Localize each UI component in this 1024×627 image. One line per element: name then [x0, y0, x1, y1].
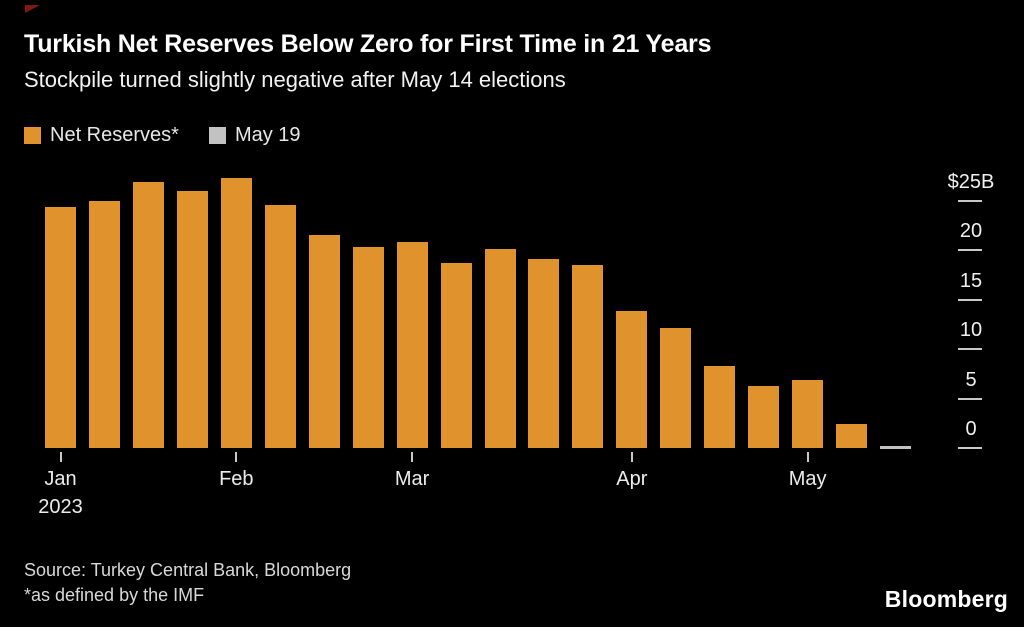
- legend-swatch-icon-0: [24, 127, 41, 144]
- x-tick-line-2: [411, 452, 414, 462]
- x-tick-sublabel-0: 2023: [38, 496, 83, 518]
- y-tick-label-4: 5: [965, 368, 977, 391]
- x-tick-label-2: Mar: [394, 468, 430, 490]
- footnote-line: *as defined by the IMF: [24, 585, 205, 605]
- bar-4: [220, 178, 252, 448]
- bar-1: [88, 201, 120, 448]
- legend-entry-0: Net Reserves*: [24, 124, 179, 147]
- bar-8: [396, 241, 428, 448]
- y-tick-line-3: [958, 348, 982, 351]
- y-tick-line-2: [958, 298, 982, 301]
- legend-entry-1: May 19: [208, 124, 301, 147]
- bar-9: [440, 263, 472, 448]
- bar-2: [132, 182, 164, 448]
- chart-title: Turkish Net Reserves Below Zero for Firs…: [24, 30, 712, 58]
- bar-11: [528, 259, 560, 448]
- bar-17: [792, 379, 824, 448]
- bar-18: [836, 424, 868, 448]
- y-tick-line-0: [958, 200, 982, 202]
- y-tick-line-4: [958, 397, 982, 400]
- legend-swatch-icon-1: [208, 127, 226, 144]
- bar-19: [880, 446, 912, 449]
- legend-label-1: May 19: [234, 124, 301, 146]
- x-tick-label-4: May: [788, 468, 827, 490]
- footer: Source: Turkey Central Bank, Bloomberg *…: [24, 558, 351, 608]
- x-tick-line-3: [630, 452, 633, 462]
- y-tick-label-5: 0: [965, 418, 977, 440]
- x-tick-label-0: Jan: [44, 468, 77, 490]
- legend-label-0: Net Reserves*: [50, 124, 179, 146]
- bar-5: [264, 204, 296, 448]
- bar-3: [176, 191, 208, 448]
- bar-7: [352, 247, 384, 448]
- x-tick-line-0: [59, 452, 62, 462]
- y-tick-label-1: 20: [959, 220, 983, 243]
- bar-16: [748, 385, 780, 448]
- x-tick-line-1: [235, 452, 238, 462]
- legend: Net Reserves* May 19: [24, 124, 301, 147]
- y-tick-line-1: [958, 249, 982, 252]
- bar-0: [45, 206, 76, 448]
- bar-6: [308, 234, 340, 448]
- bar-15: [704, 365, 736, 448]
- y-tick-label-0: $25B: [947, 171, 995, 193]
- bloomberg-logo: Bloomberg: [884, 586, 1008, 612]
- red-corner-mark: [25, 5, 40, 13]
- y-tick-label-2: 15: [959, 269, 983, 292]
- source-line: Source: Turkey Central Bank, Bloomberg: [24, 560, 352, 580]
- bar-14: [660, 328, 692, 448]
- bar-13: [616, 310, 648, 448]
- y-tick-label-3: 10: [959, 319, 983, 342]
- x-tick-label-3: Apr: [616, 468, 648, 490]
- bar-10: [484, 249, 516, 448]
- x-tick-line-4: [806, 452, 809, 462]
- y-tick-line-5: [958, 447, 982, 449]
- chart-subtitle: Stockpile turned slightly negative after…: [24, 67, 566, 92]
- bar-12: [572, 265, 604, 448]
- x-tick-label-1: Feb: [219, 468, 254, 490]
